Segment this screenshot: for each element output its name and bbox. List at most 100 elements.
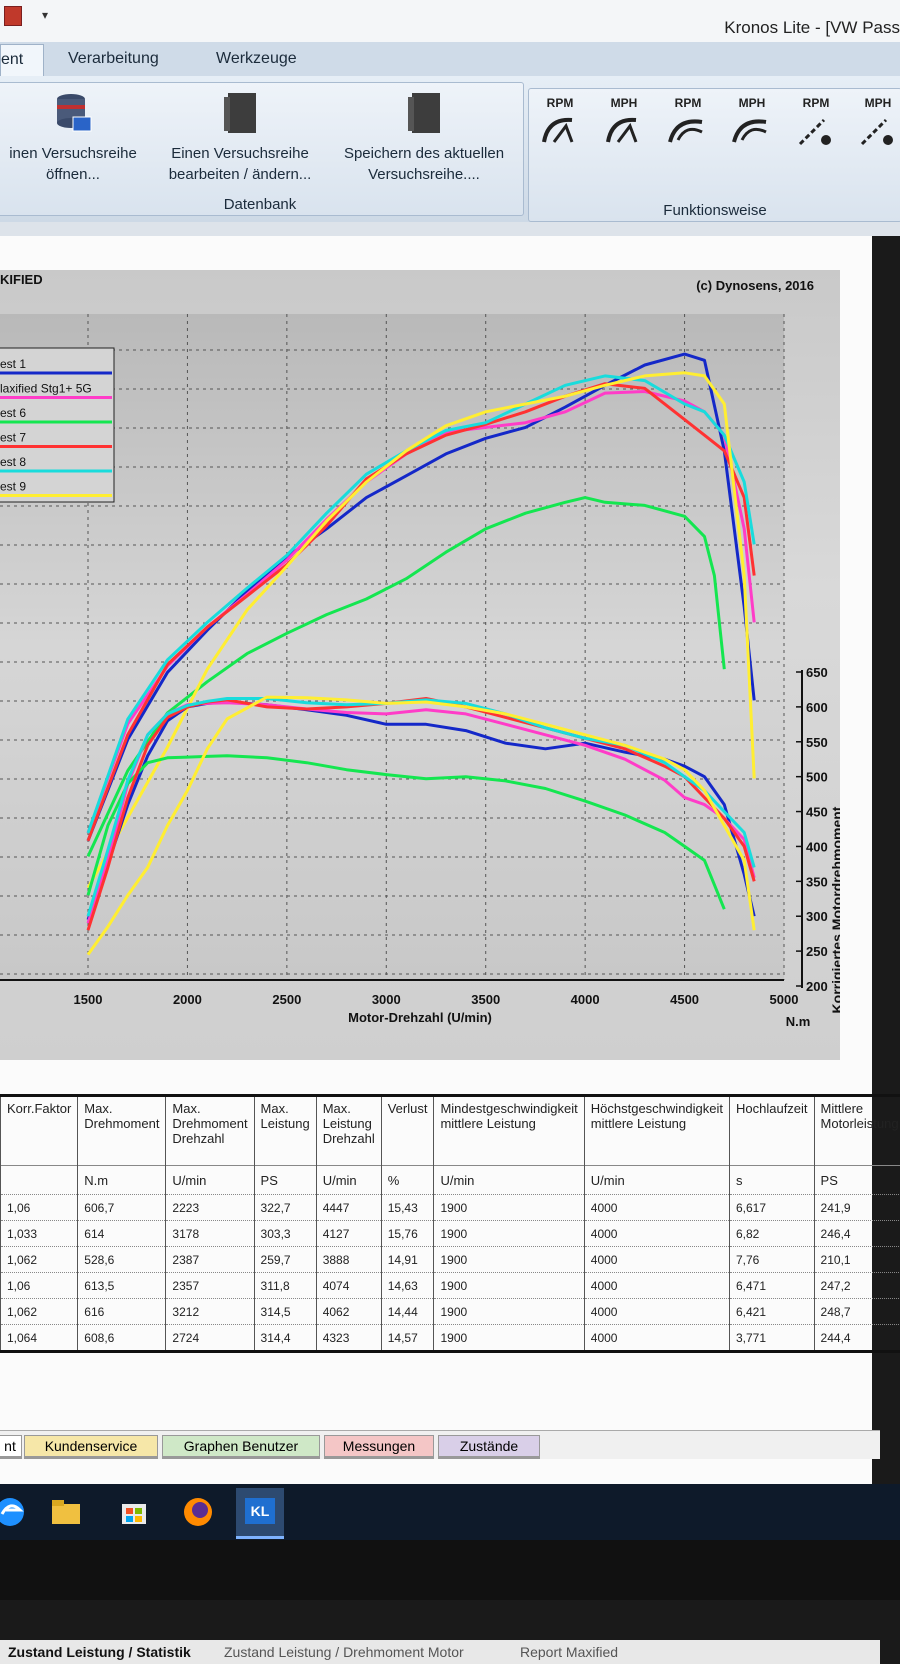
table-cell: 246,4 bbox=[814, 1221, 900, 1247]
edge-browser-icon[interactable] bbox=[0, 1494, 28, 1530]
module-tab-kundenservice[interactable]: Kundenservice bbox=[24, 1435, 158, 1459]
group-funktionsweise-label: Funktionsweise bbox=[529, 202, 900, 219]
table-cell: 606,7 bbox=[78, 1195, 166, 1221]
column-header[interactable]: Max. Drehmoment bbox=[78, 1096, 166, 1166]
y-tick-label: 650 bbox=[806, 665, 828, 680]
column-header[interactable]: Max. Leistung bbox=[254, 1096, 316, 1166]
open-series-button[interactable]: inen Versuchsreihe öffnen... bbox=[0, 91, 149, 185]
table-cell: 2223 bbox=[166, 1195, 254, 1221]
column-header[interactable]: Mittlere Motorleistung bbox=[814, 1096, 900, 1166]
y-tick-label: 450 bbox=[806, 805, 828, 820]
quick-access-dropdown-icon[interactable]: ▾ bbox=[42, 8, 48, 22]
column-unit: U/min bbox=[316, 1166, 381, 1195]
table-cell: 2357 bbox=[166, 1273, 254, 1299]
legend-label[interactable]: est 1 bbox=[0, 357, 26, 371]
column-header[interactable]: Mindestgeschwindigkeit mittlere Leistung bbox=[434, 1096, 584, 1166]
column-header[interactable]: Verlust bbox=[381, 1096, 434, 1166]
table-cell: 314,4 bbox=[254, 1325, 316, 1352]
table-cell: 1,062 bbox=[1, 1299, 78, 1325]
column-unit bbox=[1, 1166, 78, 1195]
legend-label[interactable]: laxified Stg1+ 5G bbox=[0, 382, 92, 396]
sheet-tab-statistik[interactable]: Zustand Leistung / Statistik bbox=[8, 1644, 191, 1660]
legend-label[interactable]: est 9 bbox=[0, 480, 26, 494]
database-save-icon bbox=[404, 91, 444, 135]
column-header[interactable]: Höchstgeschwindigkeit mittlere Leistung bbox=[584, 1096, 729, 1166]
column-header[interactable]: Max. Drehmoment Drehzahl bbox=[166, 1096, 254, 1166]
open-series-label-1: inen Versuchsreihe bbox=[9, 145, 137, 162]
ramp-icon bbox=[856, 112, 900, 148]
table-cell: 4000 bbox=[584, 1221, 729, 1247]
store-icon[interactable] bbox=[116, 1494, 152, 1530]
table-cell: 15,76 bbox=[381, 1221, 434, 1247]
y-tick-label: 350 bbox=[806, 874, 828, 889]
y-axis-label: Korrigiertes Motordrehmoment bbox=[829, 806, 840, 1013]
column-header[interactable]: Hochlaufzeit bbox=[730, 1096, 815, 1166]
database-edit-icon bbox=[220, 91, 260, 135]
file-explorer-icon[interactable] bbox=[48, 1494, 84, 1530]
table-cell: 6,471 bbox=[730, 1273, 815, 1299]
speed-gauge-icon bbox=[602, 112, 646, 148]
mode-mph-2-button[interactable]: MPH bbox=[726, 96, 778, 148]
x-tick-label: 5000 bbox=[770, 992, 799, 1007]
module-tab-graphen[interactable]: Graphen Benutzer bbox=[162, 1435, 320, 1459]
module-tab-bar: nt Kundenservice Graphen Benutzer Messun… bbox=[0, 1430, 880, 1459]
app-icon[interactable] bbox=[4, 6, 22, 26]
column-header[interactable]: Max. Leistung Drehzahl bbox=[316, 1096, 381, 1166]
table-cell: 322,7 bbox=[254, 1195, 316, 1221]
table-cell: 1900 bbox=[434, 1325, 584, 1352]
table-cell: 4000 bbox=[584, 1247, 729, 1273]
column-unit: % bbox=[381, 1166, 434, 1195]
module-tab-0[interactable]: nt bbox=[0, 1435, 22, 1459]
table-cell: 1,06 bbox=[1, 1195, 78, 1221]
column-unit: U/min bbox=[584, 1166, 729, 1195]
save-series-button[interactable]: Speichern des aktuellen Versuchsreihe...… bbox=[331, 91, 517, 185]
edit-series-button[interactable]: Einen Versuchsreihe bearbeiten / ändern.… bbox=[155, 91, 325, 185]
y-tick-label: 200 bbox=[806, 979, 828, 994]
table-cell: 3888 bbox=[316, 1247, 381, 1273]
table-cell: 244,4 bbox=[814, 1325, 900, 1352]
column-unit: U/min bbox=[166, 1166, 254, 1195]
table-cell: 7,76 bbox=[730, 1247, 815, 1273]
tab-verarbeitung[interactable]: Verarbeitung bbox=[68, 50, 159, 68]
mode-rpm-1-button[interactable]: RPM bbox=[534, 96, 586, 148]
sheet-tab-report[interactable]: Report Maxified bbox=[520, 1644, 618, 1660]
x-tick-label: 1500 bbox=[74, 992, 103, 1007]
module-tab-messungen[interactable]: Messungen bbox=[324, 1435, 434, 1459]
mode-mph-3-button[interactable]: MPH bbox=[852, 96, 900, 148]
table-cell: 4000 bbox=[584, 1299, 729, 1325]
legend-label[interactable]: est 7 bbox=[0, 431, 26, 445]
module-tab-zustaende[interactable]: Zustände bbox=[438, 1435, 540, 1459]
table-cell: 2387 bbox=[166, 1247, 254, 1273]
y-tick-label: 300 bbox=[806, 909, 828, 924]
sheet-tab-drehmoment[interactable]: Zustand Leistung / Drehmoment Motor bbox=[224, 1644, 464, 1660]
x-tick-label: 3500 bbox=[471, 992, 500, 1007]
legend-label[interactable]: est 6 bbox=[0, 406, 26, 420]
firefox-icon[interactable] bbox=[180, 1494, 216, 1530]
mode-rpm-3-button[interactable]: RPM bbox=[790, 96, 842, 148]
table-cell: 528,6 bbox=[78, 1247, 166, 1273]
kronos-lite-taskbar-button[interactable]: KL bbox=[236, 1488, 284, 1539]
database-open-icon bbox=[53, 91, 93, 135]
y-tick-label: 500 bbox=[806, 770, 828, 785]
tab-werkzeuge[interactable]: Werkzeuge bbox=[216, 50, 297, 68]
mode-mph-1-button[interactable]: MPH bbox=[598, 96, 650, 148]
mode-rpm-2-button[interactable]: RPM bbox=[662, 96, 714, 148]
sheet-tab-bar: Zustand Leistung / Statistik Zustand Lei… bbox=[0, 1640, 880, 1664]
legend-label[interactable]: est 8 bbox=[0, 455, 26, 469]
table-cell: 4000 bbox=[584, 1195, 729, 1221]
column-header[interactable]: Korr.Faktor bbox=[1, 1096, 78, 1166]
tab-start[interactable]: ent bbox=[0, 44, 44, 76]
table-cell: 1900 bbox=[434, 1273, 584, 1299]
table-cell: 6,82 bbox=[730, 1221, 815, 1247]
copyright-note: (c) Dynosens, 2016 bbox=[696, 278, 814, 293]
table-cell: 616 bbox=[78, 1299, 166, 1325]
y-tick-label: 400 bbox=[806, 839, 828, 854]
table-cell: 3178 bbox=[166, 1221, 254, 1247]
